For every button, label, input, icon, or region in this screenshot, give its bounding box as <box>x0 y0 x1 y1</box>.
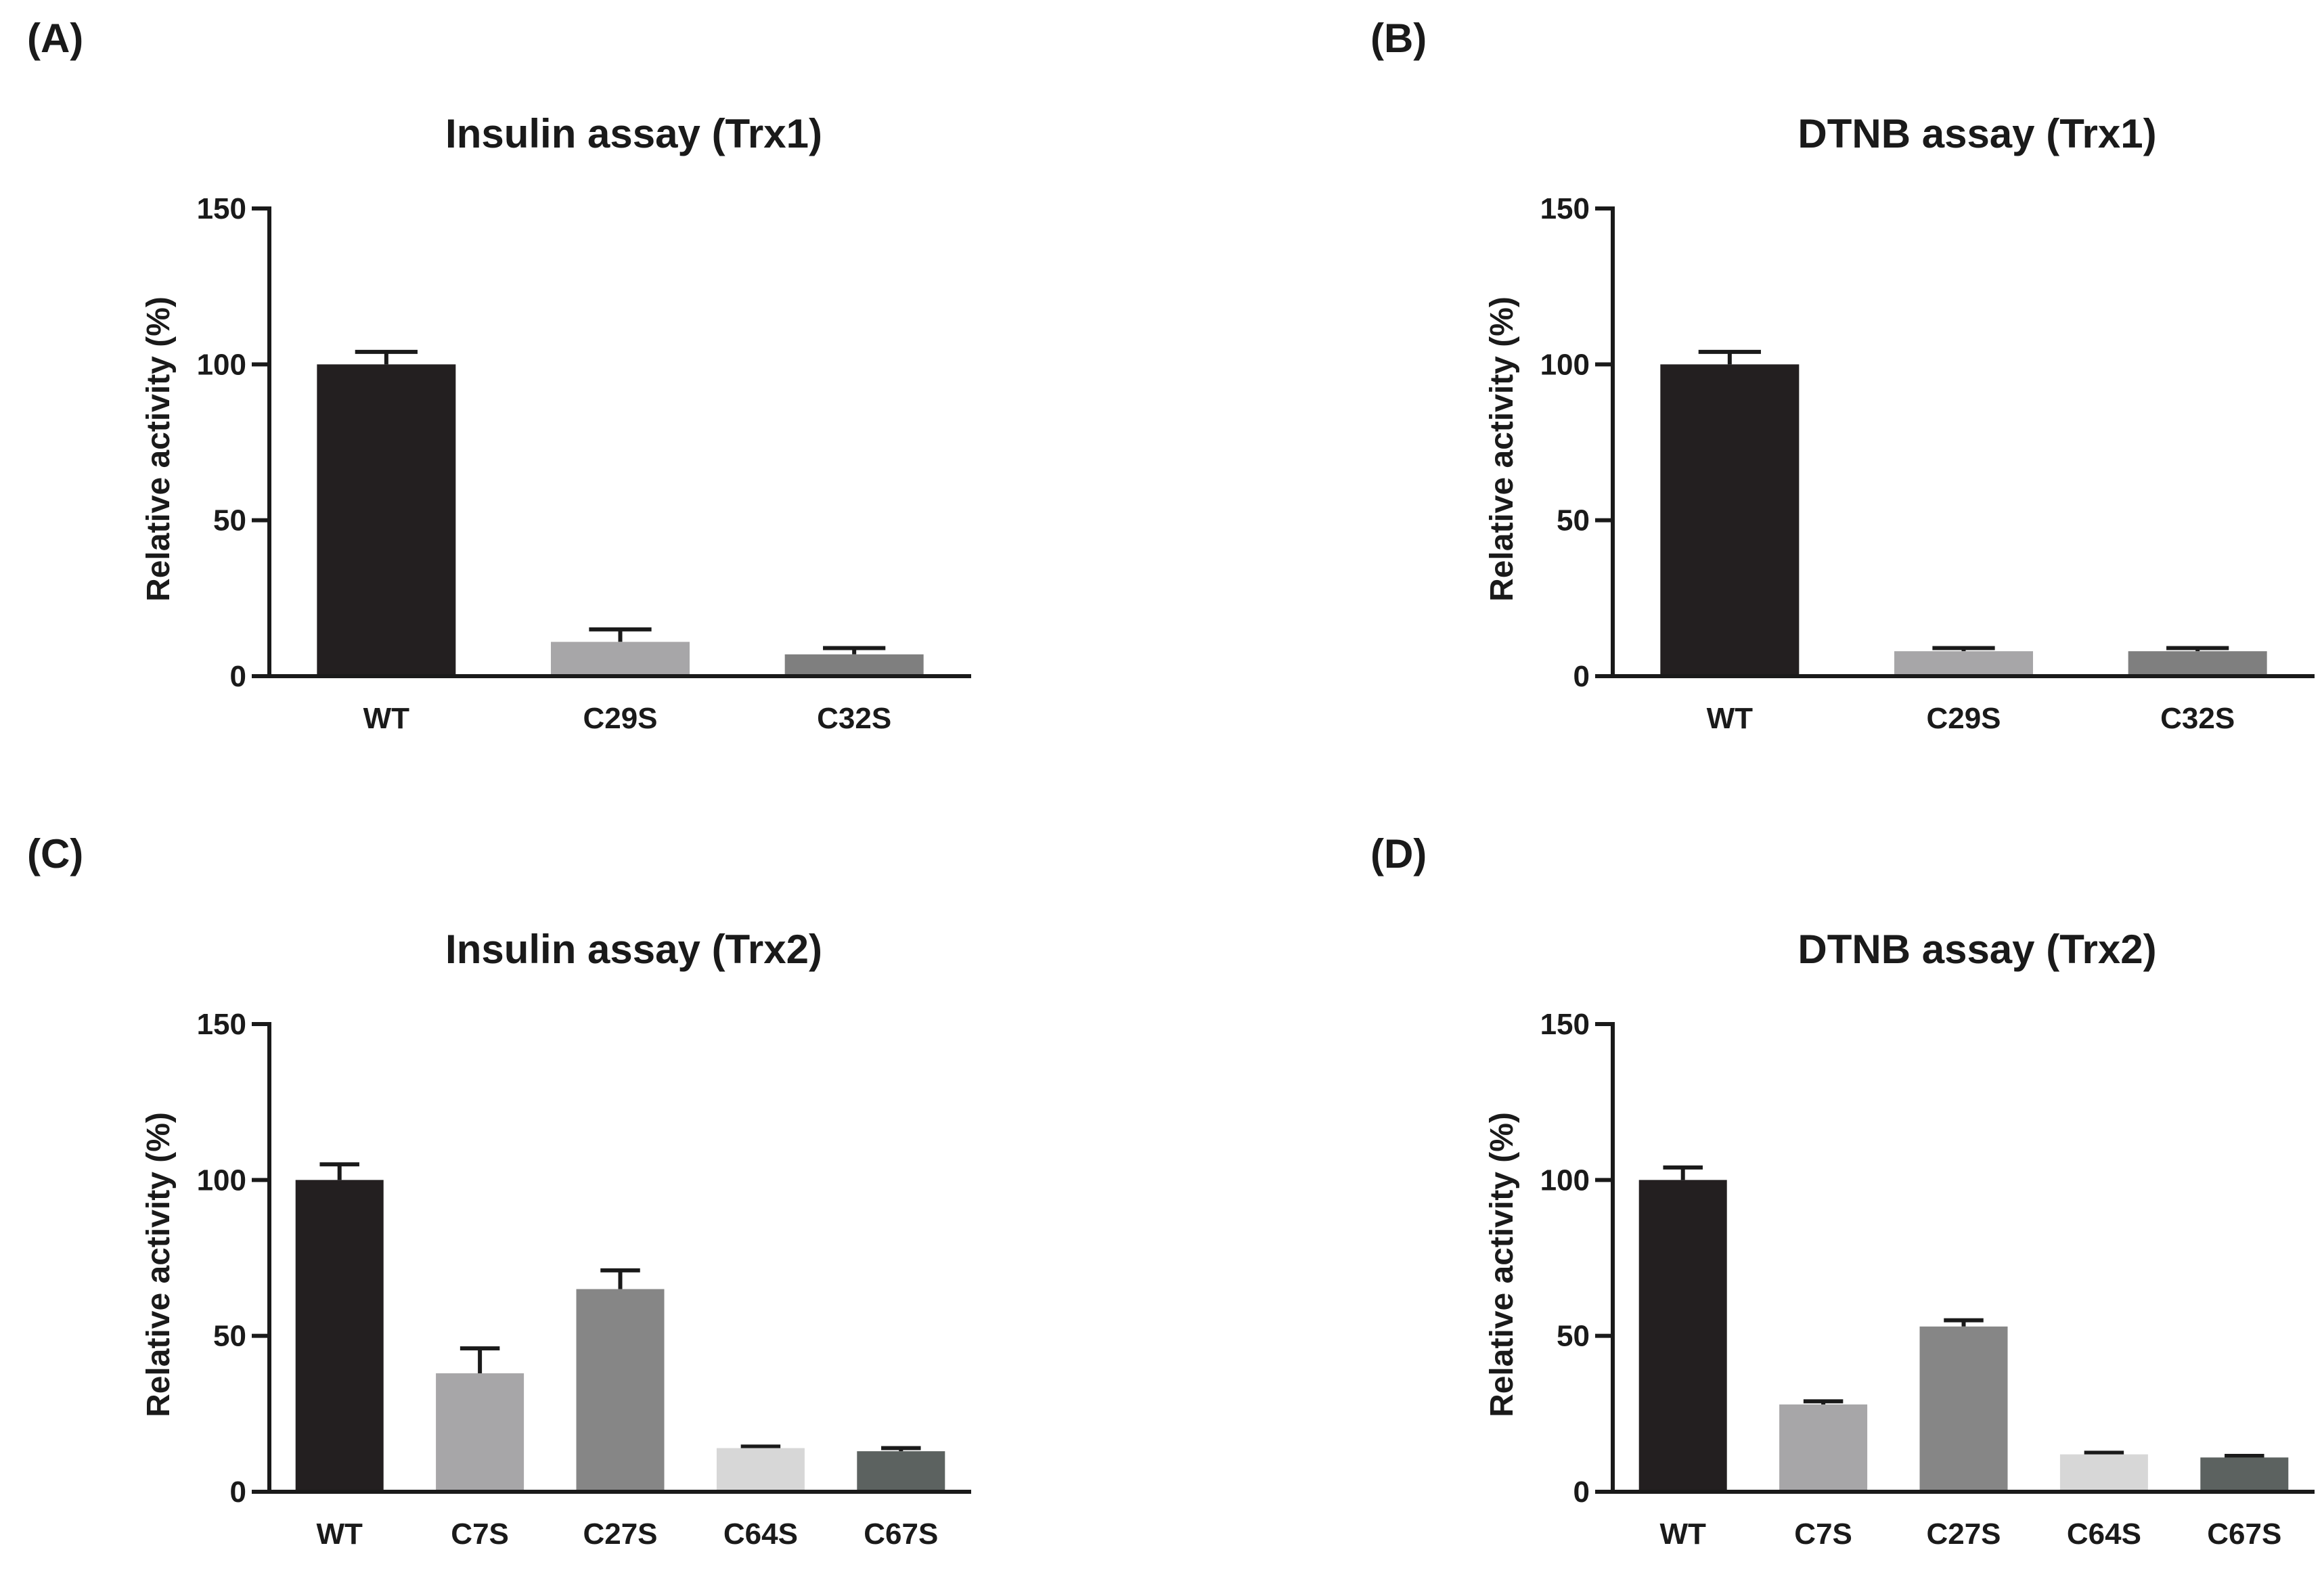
y-axis-label: Relative activity (%) <box>1484 1112 1520 1417</box>
x-tick-label: C32S <box>817 702 891 735</box>
y-tick-label: 150 <box>1540 1008 1590 1041</box>
y-tick-label: 50 <box>213 1320 246 1353</box>
chart-title: Insulin assay (Trx2) <box>445 927 822 972</box>
bar-c32s <box>2128 651 2267 676</box>
y-tick-label: 150 <box>197 1008 246 1041</box>
panel-label: (A) <box>27 16 84 61</box>
bar-wt <box>1638 1180 1727 1492</box>
bar-c64s <box>716 1448 805 1492</box>
bar-c67s <box>857 1451 945 1492</box>
x-tick-label: C67S <box>864 1517 938 1551</box>
y-tick-label: 50 <box>1557 504 1590 537</box>
x-tick-label: WT <box>1707 702 1754 735</box>
chart-svg: DTNB assay (Trx2) Relative activity (%) WT… <box>1484 927 2315 1551</box>
panel-label: (C) <box>27 831 84 877</box>
bar-c64s <box>2059 1454 2148 1492</box>
y-tick-label: 100 <box>197 1163 246 1197</box>
bar-c67s <box>2200 1457 2289 1492</box>
bar-wt <box>317 364 456 676</box>
chart-panel-d: (D) DTNB assay (Trx2) Relative activity (… <box>1343 816 2322 1596</box>
x-tick-label: C7S <box>451 1517 509 1551</box>
chart-svg: Insulin assay (Trx1) Relative activity (%… <box>141 111 971 735</box>
chart-panel-b: (B) DTNB assay (Trx1) Relative activity (… <box>1343 0 2322 780</box>
chart-title: Insulin assay (Trx1) <box>445 111 822 156</box>
x-tick-label: C67S <box>2207 1517 2281 1551</box>
x-tick-label: WT <box>1659 1517 1706 1551</box>
chart-svg: Insulin assay (Trx2) Relative activity (%… <box>141 927 971 1551</box>
bar-c32s <box>784 654 924 676</box>
y-tick-label: 0 <box>230 1476 246 1509</box>
y-tick-label: 150 <box>1540 192 1590 225</box>
x-tick-label: C64S <box>723 1517 798 1551</box>
chart-panel-c: (C) Insulin assay (Trx2) Relative activit… <box>0 816 1161 1596</box>
y-tick-label: 100 <box>1540 348 1590 381</box>
x-tick-label: C29S <box>583 702 657 735</box>
x-tick-label: C7S <box>1794 1517 1852 1551</box>
x-tick-label: C27S <box>583 1517 657 1551</box>
x-tick-label: WT <box>316 1517 363 1551</box>
bar-c7s <box>1779 1404 1868 1492</box>
panel-label: (B) <box>1370 16 1427 61</box>
y-tick-label: 0 <box>1573 1476 1590 1509</box>
x-tick-label: C27S <box>1926 1517 2001 1551</box>
chart-title: DTNB assay (Trx2) <box>1798 927 2156 972</box>
bar-c27s <box>576 1289 665 1492</box>
x-tick-label: C29S <box>1926 702 2001 735</box>
chart-panel-a: (A) Insulin assay (Trx1) Relative activit… <box>0 0 1161 780</box>
bar-c7s <box>436 1373 524 1492</box>
y-tick-label: 100 <box>1540 1163 1590 1197</box>
y-axis-label: Relative activity (%) <box>1484 296 1520 602</box>
x-tick-label: C32S <box>2160 702 2235 735</box>
x-tick-label: C64S <box>2067 1517 2141 1551</box>
bar-c27s <box>1919 1326 2008 1492</box>
y-tick-label: 0 <box>1573 660 1590 693</box>
chart-svg: DTNB assay (Trx1) Relative activity (%) WT… <box>1484 111 2315 735</box>
y-tick-label: 150 <box>197 192 246 225</box>
y-tick-label: 50 <box>213 504 246 537</box>
bar-wt <box>295 1180 384 1492</box>
y-tick-label: 0 <box>230 660 246 693</box>
bar-wt <box>1660 364 1800 676</box>
bar-c29s <box>1894 651 2033 676</box>
y-axis-label: Relative activity (%) <box>141 296 177 602</box>
x-tick-label: WT <box>363 702 410 735</box>
y-tick-label: 50 <box>1557 1320 1590 1353</box>
y-tick-label: 100 <box>197 348 246 381</box>
y-axis-label: Relative activity (%) <box>141 1112 177 1417</box>
chart-title: DTNB assay (Trx1) <box>1798 111 2156 156</box>
panel-label: (D) <box>1370 831 1427 877</box>
bar-c29s <box>551 642 690 676</box>
